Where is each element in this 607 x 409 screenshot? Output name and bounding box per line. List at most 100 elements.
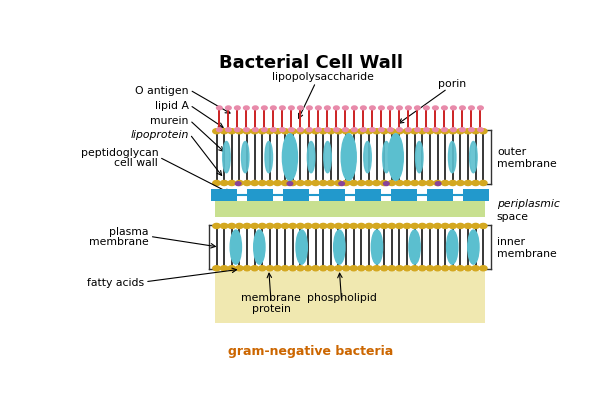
Ellipse shape bbox=[242, 142, 249, 173]
Circle shape bbox=[220, 181, 228, 186]
Circle shape bbox=[288, 107, 294, 110]
Bar bbox=[215, 202, 485, 218]
Circle shape bbox=[441, 181, 449, 186]
Circle shape bbox=[434, 266, 441, 271]
Text: space: space bbox=[497, 211, 529, 221]
Circle shape bbox=[478, 128, 483, 132]
Circle shape bbox=[342, 107, 348, 110]
Circle shape bbox=[297, 107, 304, 110]
Circle shape bbox=[361, 107, 366, 110]
Circle shape bbox=[274, 224, 281, 229]
Circle shape bbox=[480, 224, 487, 229]
Circle shape bbox=[297, 224, 304, 229]
Circle shape bbox=[259, 266, 266, 271]
Circle shape bbox=[217, 128, 222, 132]
Circle shape bbox=[403, 266, 411, 271]
Circle shape bbox=[403, 129, 411, 135]
Circle shape bbox=[297, 129, 304, 135]
Circle shape bbox=[450, 128, 456, 132]
Circle shape bbox=[456, 224, 464, 229]
Circle shape bbox=[289, 224, 296, 229]
Circle shape bbox=[361, 128, 366, 132]
Ellipse shape bbox=[265, 142, 273, 173]
Circle shape bbox=[464, 266, 472, 271]
Text: Bacterial Cell Wall: Bacterial Cell Wall bbox=[219, 54, 403, 72]
Circle shape bbox=[289, 181, 296, 186]
Circle shape bbox=[464, 181, 472, 186]
Circle shape bbox=[243, 181, 251, 186]
Circle shape bbox=[419, 266, 426, 271]
Circle shape bbox=[312, 266, 319, 271]
Circle shape bbox=[350, 266, 358, 271]
Circle shape bbox=[411, 224, 418, 229]
Circle shape bbox=[442, 107, 447, 110]
Circle shape bbox=[334, 266, 342, 271]
Text: membrane: membrane bbox=[241, 292, 301, 303]
Text: O antigen: O antigen bbox=[135, 85, 189, 96]
Circle shape bbox=[459, 107, 465, 110]
Circle shape bbox=[282, 266, 289, 271]
Ellipse shape bbox=[307, 142, 315, 173]
Text: gram-negative bacteria: gram-negative bacteria bbox=[228, 344, 394, 357]
Circle shape bbox=[339, 182, 345, 186]
Circle shape bbox=[243, 107, 249, 110]
Text: lipoprotein: lipoprotein bbox=[131, 130, 189, 140]
Circle shape bbox=[342, 224, 350, 229]
Circle shape bbox=[342, 129, 350, 135]
Circle shape bbox=[342, 128, 348, 132]
Text: periplasmic: periplasmic bbox=[497, 198, 560, 208]
Circle shape bbox=[365, 181, 373, 186]
Circle shape bbox=[325, 107, 330, 110]
Circle shape bbox=[450, 107, 456, 110]
Circle shape bbox=[456, 266, 464, 271]
Circle shape bbox=[388, 129, 396, 135]
Ellipse shape bbox=[324, 142, 331, 173]
Ellipse shape bbox=[296, 231, 307, 265]
Circle shape bbox=[325, 128, 330, 132]
Ellipse shape bbox=[470, 142, 477, 173]
Bar bbox=[211, 190, 237, 201]
Circle shape bbox=[307, 107, 312, 110]
Circle shape bbox=[472, 224, 480, 229]
Circle shape bbox=[449, 129, 456, 135]
Circle shape bbox=[259, 181, 266, 186]
Circle shape bbox=[234, 128, 240, 132]
Circle shape bbox=[236, 224, 243, 229]
Circle shape bbox=[350, 181, 358, 186]
Circle shape bbox=[251, 181, 259, 186]
Circle shape bbox=[243, 266, 251, 271]
Circle shape bbox=[379, 107, 384, 110]
Circle shape bbox=[213, 181, 220, 186]
Circle shape bbox=[312, 129, 319, 135]
Circle shape bbox=[449, 266, 456, 271]
Circle shape bbox=[316, 128, 321, 132]
Circle shape bbox=[478, 107, 483, 110]
Circle shape bbox=[480, 266, 487, 271]
Circle shape bbox=[381, 224, 388, 229]
Circle shape bbox=[282, 224, 289, 229]
Circle shape bbox=[419, 181, 426, 186]
Circle shape bbox=[434, 181, 441, 186]
Bar bbox=[215, 271, 485, 323]
Circle shape bbox=[456, 181, 464, 186]
Circle shape bbox=[334, 224, 342, 229]
Text: outer: outer bbox=[497, 146, 526, 156]
Circle shape bbox=[312, 224, 319, 229]
Circle shape bbox=[304, 181, 312, 186]
Circle shape bbox=[370, 107, 375, 110]
Ellipse shape bbox=[282, 135, 297, 181]
Circle shape bbox=[304, 224, 312, 229]
Circle shape bbox=[282, 129, 289, 135]
Circle shape bbox=[220, 129, 228, 135]
Circle shape bbox=[434, 129, 441, 135]
Circle shape bbox=[441, 129, 449, 135]
Bar bbox=[319, 190, 345, 201]
Circle shape bbox=[424, 128, 429, 132]
Circle shape bbox=[434, 224, 441, 229]
Circle shape bbox=[381, 266, 388, 271]
Circle shape bbox=[358, 129, 365, 135]
Circle shape bbox=[271, 107, 276, 110]
Circle shape bbox=[388, 181, 396, 186]
Circle shape bbox=[253, 107, 258, 110]
Circle shape bbox=[449, 224, 456, 229]
